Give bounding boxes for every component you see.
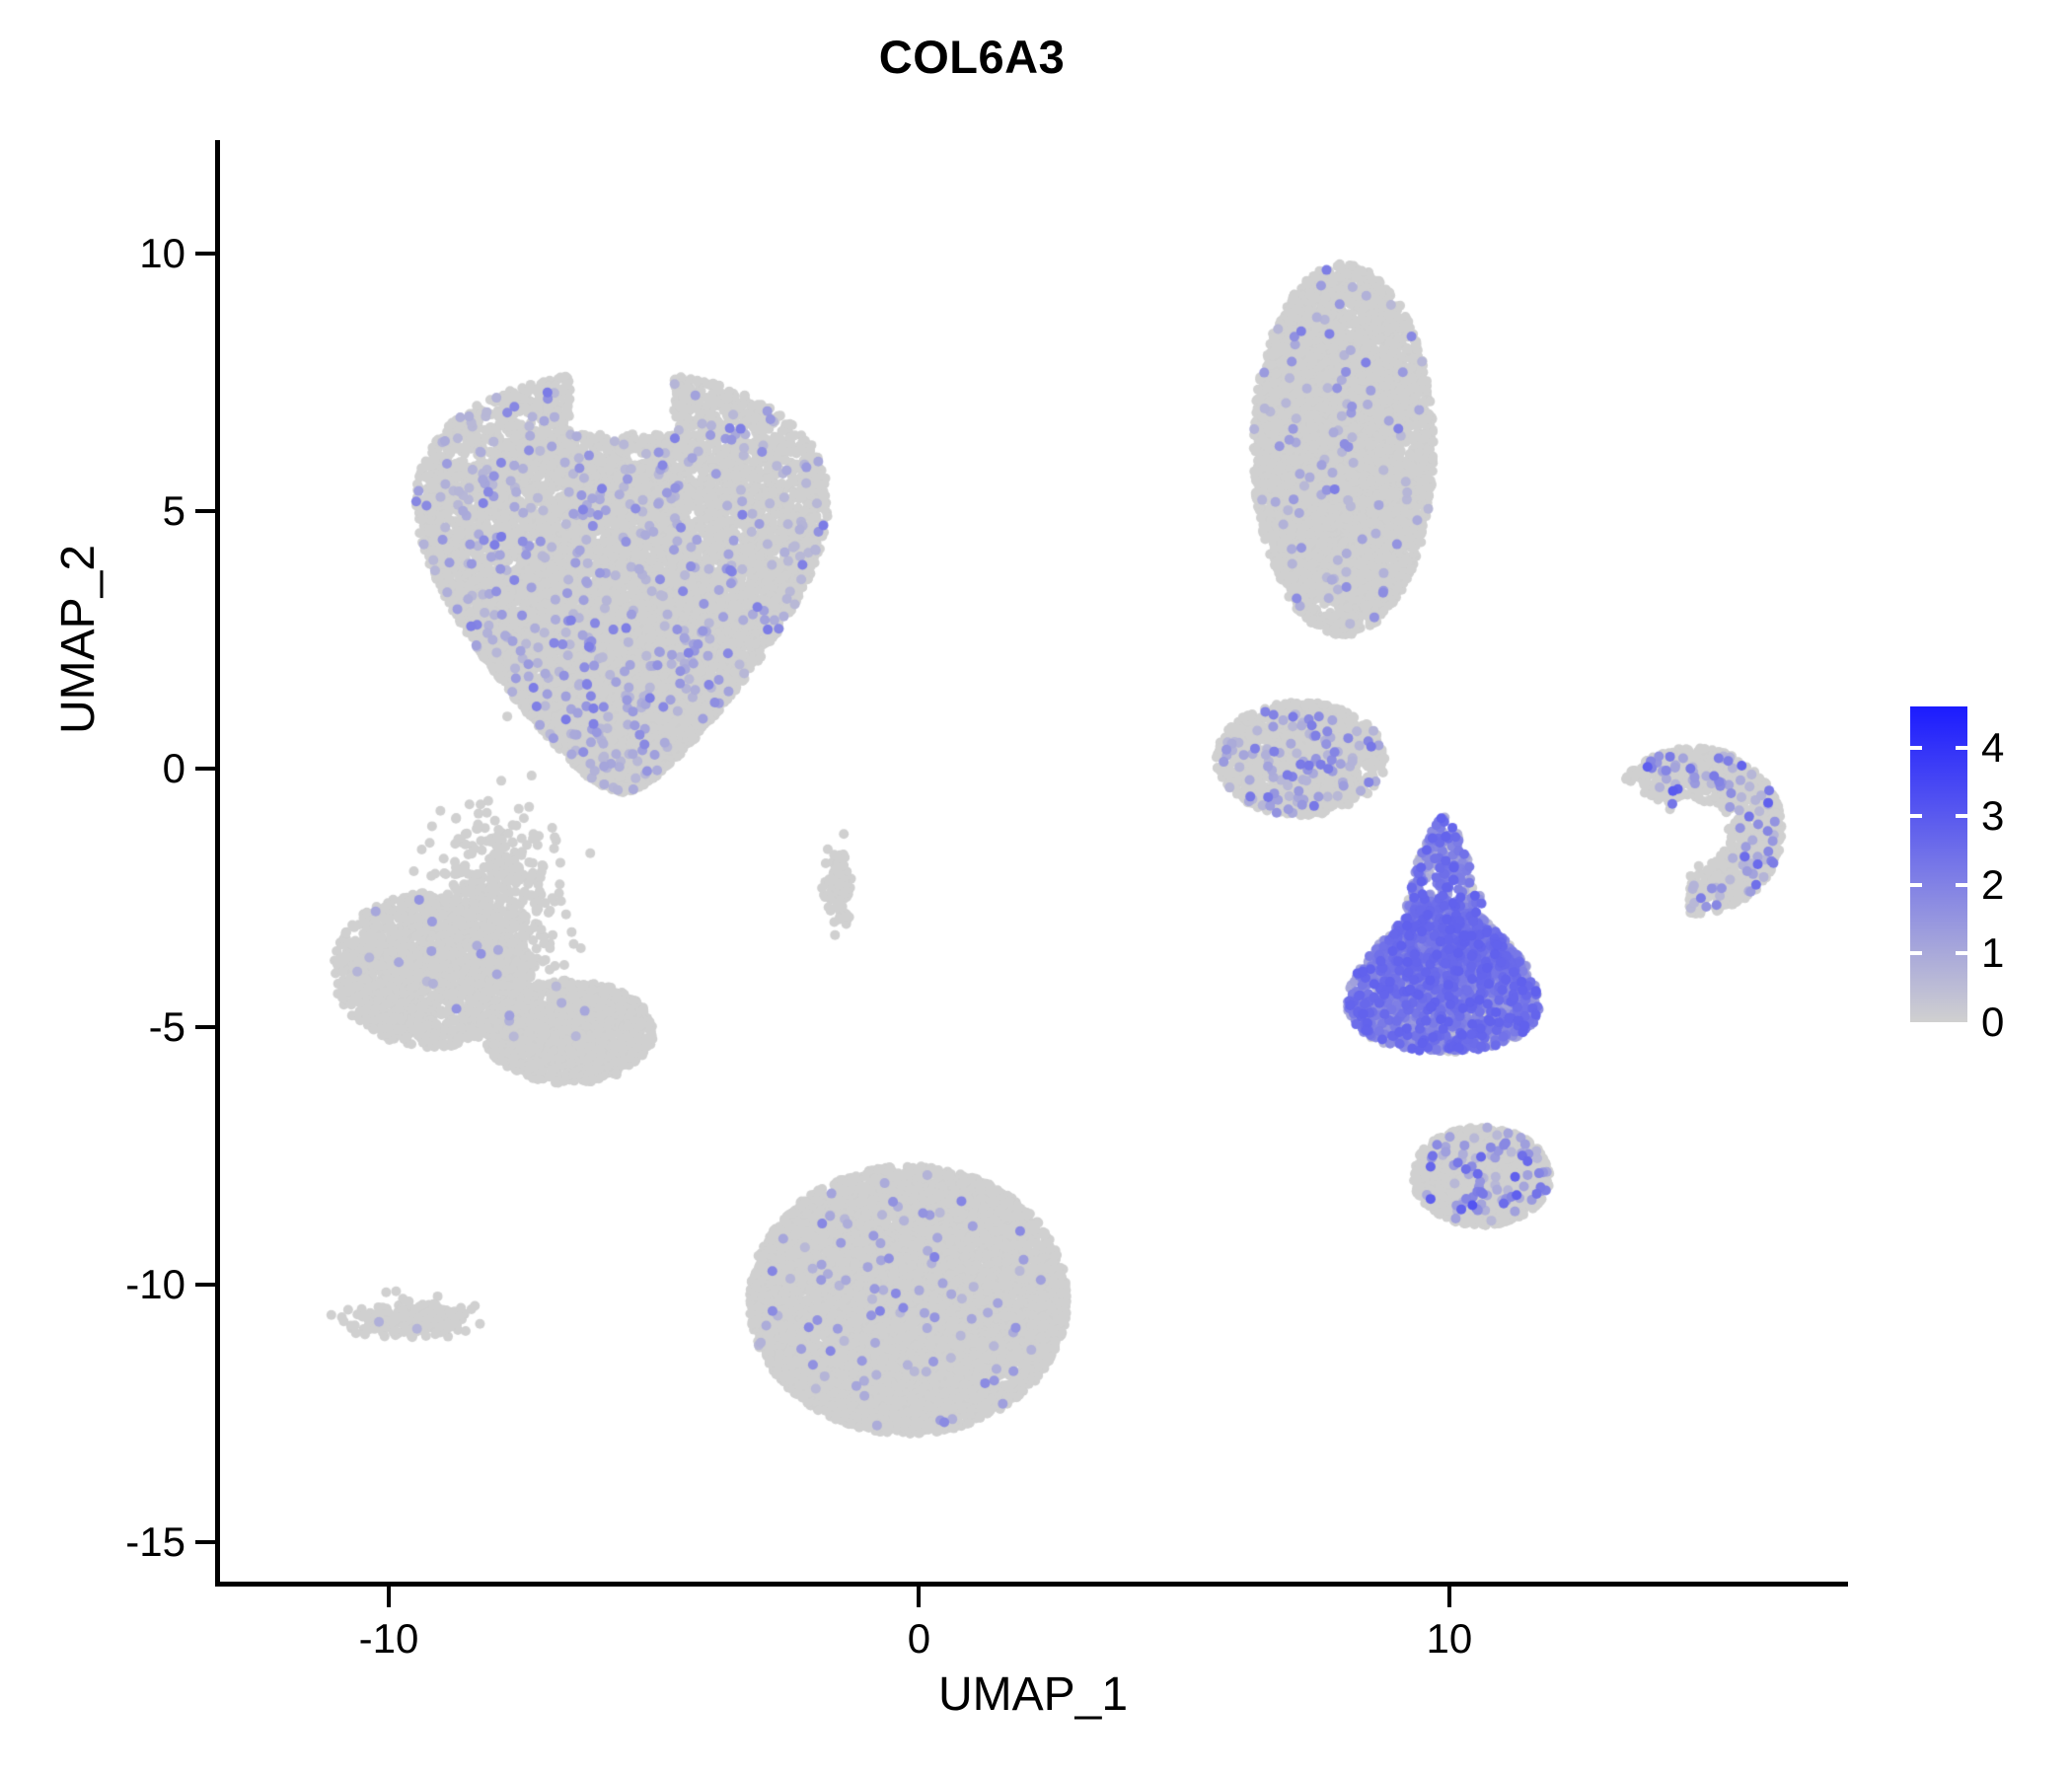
y-tick-label: -5: [148, 1002, 185, 1050]
x-tick-label: 0: [907, 1615, 931, 1662]
expression-colorbar-legend[interactable]: 4 3 2 1 0: [1902, 691, 2060, 1046]
page-title: COL6A3: [878, 31, 1066, 83]
y-tick-mark: [195, 1540, 216, 1545]
colorbar-tick-mark: [1910, 745, 1922, 750]
colorbar-tick-mark: [1910, 951, 1922, 956]
colorbar-tick-label: 0: [1981, 999, 2005, 1045]
colorbar-tick-label: 2: [1981, 860, 2005, 908]
colorbar-gradient: [1910, 706, 1967, 1022]
y-tick-mark: [195, 767, 216, 772]
y-tick-mark: [195, 509, 216, 514]
colorbar-tick-mark: [1910, 882, 1922, 887]
x-tick-label: 10: [1426, 1615, 1473, 1662]
colorbar-tick-label: 3: [1981, 792, 2005, 840]
y-tick-mark: [195, 1282, 216, 1287]
x-tick-mark: [917, 1587, 922, 1607]
x-tick-label: -10: [358, 1615, 419, 1662]
x-axis-title: UMAP_1: [937, 1668, 1129, 1721]
y-tick-mark: [195, 251, 216, 256]
y-axis-title: UMAP_2: [52, 544, 105, 735]
colorbar-tick-mark: [1956, 745, 1967, 750]
colorbar[interactable]: [1910, 706, 1967, 1022]
scatter-plot-panel[interactable]: [219, 140, 1847, 1584]
y-tick-label: 0: [162, 745, 185, 792]
colorbar-tick-mark: [1910, 814, 1922, 819]
y-axis-line: [215, 140, 220, 1587]
x-tick-mark: [386, 1587, 391, 1607]
umap-scatter-canvas[interactable]: [219, 140, 1847, 1584]
colorbar-tick-label: 4: [1981, 723, 2005, 771]
y-tick-label: -15: [125, 1518, 185, 1566]
y-tick-label: 5: [162, 487, 185, 535]
x-axis-line: [215, 1582, 1848, 1587]
y-tick-mark: [195, 1024, 216, 1029]
colorbar-tick-mark: [1956, 882, 1967, 887]
colorbar-tick-mark: [1956, 814, 1967, 819]
y-tick-label: -10: [125, 1260, 185, 1307]
y-tick-label: 10: [139, 229, 185, 276]
colorbar-tick-label: 1: [1981, 929, 2005, 977]
x-tick-mark: [1446, 1587, 1451, 1607]
colorbar-tick-mark: [1956, 951, 1967, 956]
